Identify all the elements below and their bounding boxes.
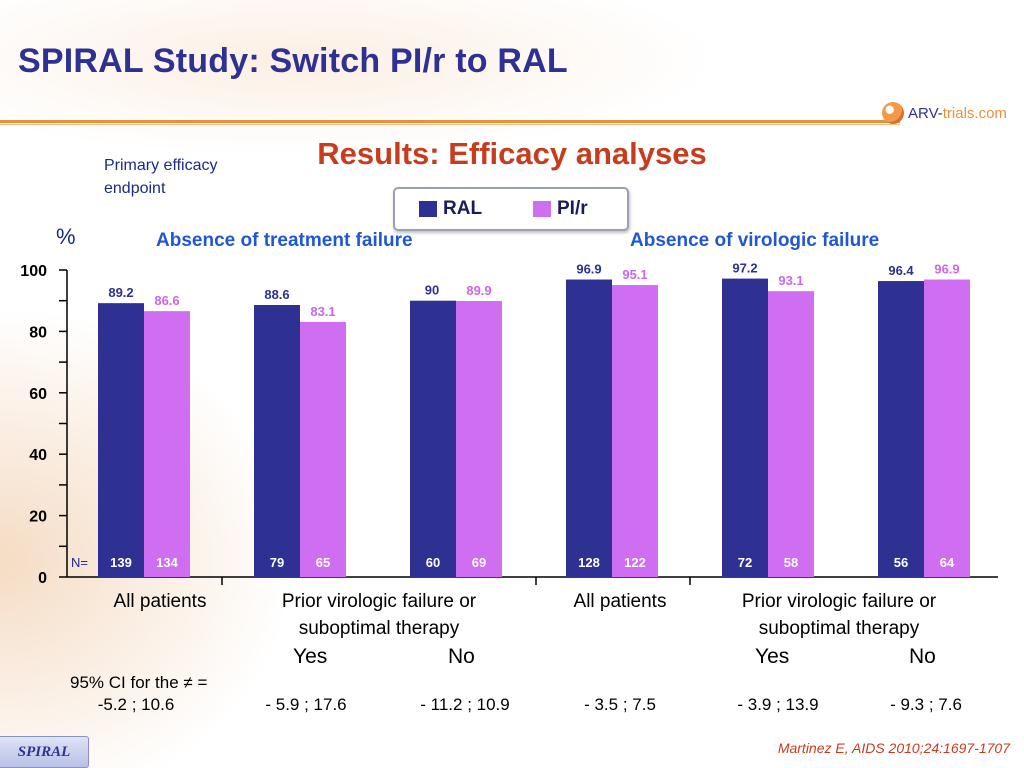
- y-tick-label: 20: [29, 509, 47, 526]
- bar-value-label: 88.6: [264, 287, 289, 302]
- group-header-treatment-failure: Absence of treatment failure: [156, 230, 413, 251]
- y-tick-label: 60: [29, 386, 47, 403]
- header-rule: [0, 120, 900, 123]
- ci-value-1: -5.2 ; 10.6: [97, 695, 175, 714]
- citation: Martinez E, AIDS 2010;24:1697-1707: [777, 740, 1010, 756]
- subgroup-label-yes-2: Yes: [755, 645, 790, 668]
- bar-value-label: 86.6: [154, 293, 179, 308]
- n-prefix: N=: [71, 555, 88, 570]
- bar-n-label: 139: [110, 555, 132, 570]
- ci-value-5: - 3.9 ; 13.9: [737, 695, 819, 714]
- logo-text-accent: trials: [942, 104, 975, 122]
- bar-value-label: 95.1: [622, 267, 647, 282]
- bar-value-label: 96.4: [888, 263, 914, 278]
- bar-n-label: 134: [156, 555, 178, 570]
- ci-value-3: - 11.2 ; 10.9: [420, 695, 510, 714]
- legend-item-pir: PI/r: [533, 198, 588, 220]
- bar-pir: [924, 279, 970, 577]
- bar-value-label: 90: [425, 283, 439, 298]
- category-label-all-patients-1: All patients: [113, 591, 207, 612]
- bar-n-label: 64: [940, 555, 955, 570]
- study-tag: SPIRAL: [0, 736, 89, 768]
- bar-ral: [98, 303, 144, 577]
- bar-ral: [254, 304, 300, 577]
- bar-n-label: 69: [472, 555, 486, 570]
- bar-n-label: 56: [894, 555, 908, 570]
- ci-value-4: - 3.5 ; 7.5: [584, 695, 656, 714]
- ci-value-2: - 5.9 ; 17.6: [265, 695, 347, 714]
- bar-pir: [456, 301, 502, 577]
- bar-value-label: 96.9: [576, 262, 601, 277]
- arv-trials-logo: ARV-trials .com: [882, 98, 1007, 128]
- y-tick-label: 80: [29, 324, 47, 341]
- category-label-prior-failure-1: Prior virologic failure or suboptimal th…: [281, 591, 477, 639]
- logo-text-main: ARV-: [908, 104, 943, 122]
- bar-n-label: 128: [578, 555, 600, 570]
- bar-n-label: 79: [270, 555, 284, 570]
- legend-label-pir: PI/r: [557, 198, 588, 219]
- primary-endpoint-note: Primary efficacy endpoint: [104, 157, 218, 197]
- chart-legend: RAL PI/r: [393, 187, 629, 231]
- group-header-virologic-failure: Absence of virologic failure: [630, 230, 880, 251]
- bar-value-label: 93.1: [778, 273, 803, 288]
- bar-pir: [768, 291, 814, 577]
- legend-swatch-pir: [533, 201, 551, 217]
- subgroup-label-no-1: No: [448, 645, 475, 668]
- bar-n-label: 65: [316, 555, 330, 570]
- bar-pir: [144, 311, 190, 577]
- subgroup-label-no-2: No: [909, 645, 936, 668]
- legend-item-ral: RAL: [419, 198, 482, 220]
- bar-n-label: 122: [624, 555, 646, 570]
- bar-value-label: 96.9: [934, 262, 959, 277]
- logo-mark-icon: [882, 102, 904, 124]
- bar-n-label: 58: [784, 555, 798, 570]
- bar-ral: [722, 278, 768, 577]
- legend-label-ral: RAL: [443, 198, 483, 219]
- bar-ral: [410, 300, 456, 577]
- legend-swatch-ral: [419, 201, 437, 217]
- bar-value-label: 89.9: [466, 283, 491, 298]
- bar-value-label: 89.2: [108, 285, 133, 300]
- y-axis-unit: %: [56, 224, 76, 249]
- logo-text-suffix: .com: [974, 104, 1007, 122]
- bar-ral: [566, 279, 612, 577]
- y-tick-label: 100: [20, 263, 47, 280]
- page-title: SPIRAL Study: Switch PI/r to RAL: [18, 42, 568, 80]
- bar-value-label: 83.1: [310, 304, 335, 319]
- ci-value-6: - 9.3 ; 7.6: [890, 695, 962, 714]
- bar-pir: [300, 321, 346, 577]
- bar-n-label: 72: [738, 555, 752, 570]
- bar-pir: [612, 285, 658, 577]
- bar-ral: [878, 281, 924, 577]
- y-tick-label: 40: [29, 447, 47, 464]
- slide-subtitle: Results: Efficacy analyses: [317, 136, 707, 171]
- bar-value-label: 97.2: [732, 261, 757, 276]
- header-rule-thin: [0, 124, 900, 125]
- category-label-all-patients-2: All patients: [573, 591, 667, 612]
- bar-n-label: 60: [426, 555, 440, 570]
- subgroup-label-yes-1: Yes: [293, 645, 328, 668]
- ci-header: 95% CI for the ≠ =: [70, 673, 208, 692]
- category-label-prior-failure-2: Prior virologic failure or suboptimal th…: [741, 591, 937, 639]
- y-tick-label: 0: [38, 570, 47, 587]
